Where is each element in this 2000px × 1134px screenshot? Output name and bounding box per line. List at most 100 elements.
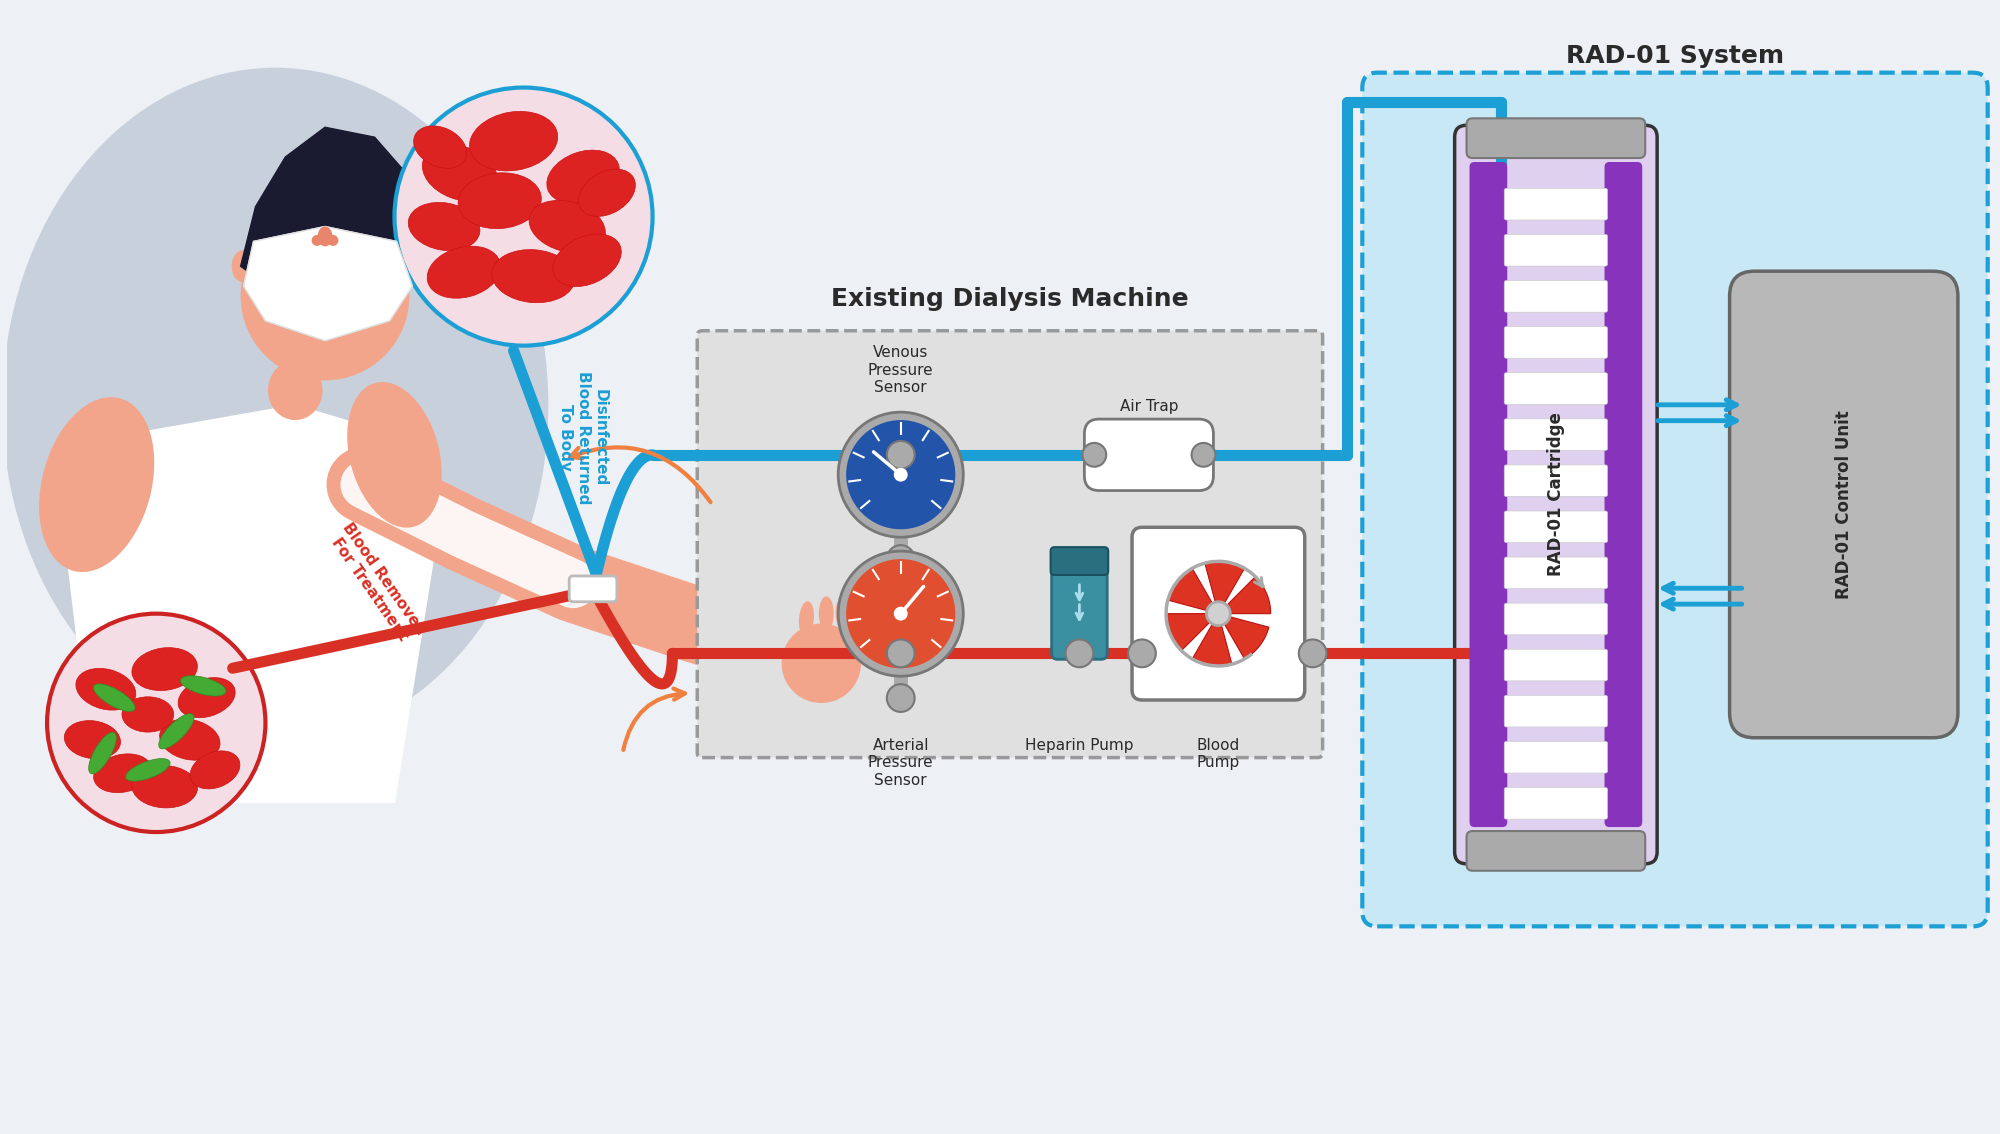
Ellipse shape <box>126 759 170 781</box>
Polygon shape <box>66 405 434 802</box>
Ellipse shape <box>458 172 542 229</box>
Ellipse shape <box>132 648 198 691</box>
FancyBboxPatch shape <box>1604 162 1642 827</box>
Text: Venous
Pressure
Sensor: Venous Pressure Sensor <box>868 346 934 396</box>
Polygon shape <box>1166 613 1218 651</box>
FancyBboxPatch shape <box>1466 831 1646 871</box>
Ellipse shape <box>158 713 194 748</box>
Ellipse shape <box>530 201 606 253</box>
Ellipse shape <box>798 601 814 636</box>
FancyBboxPatch shape <box>1132 527 1304 700</box>
FancyBboxPatch shape <box>1504 327 1608 358</box>
Circle shape <box>886 684 914 712</box>
Ellipse shape <box>40 397 154 572</box>
Circle shape <box>838 412 964 538</box>
Ellipse shape <box>160 719 220 760</box>
Ellipse shape <box>552 234 622 287</box>
Ellipse shape <box>2 68 548 743</box>
Circle shape <box>886 545 914 573</box>
Polygon shape <box>1168 568 1218 613</box>
Ellipse shape <box>470 111 558 171</box>
FancyBboxPatch shape <box>1084 420 1214 491</box>
Circle shape <box>240 212 410 380</box>
Circle shape <box>894 467 908 482</box>
FancyBboxPatch shape <box>1454 125 1658 864</box>
Polygon shape <box>1218 577 1270 613</box>
Circle shape <box>1128 640 1156 667</box>
Ellipse shape <box>492 249 576 303</box>
Circle shape <box>838 551 964 676</box>
Polygon shape <box>1218 613 1268 659</box>
Circle shape <box>1206 602 1230 626</box>
Text: Existing Dialysis Machine: Existing Dialysis Machine <box>832 287 1188 311</box>
Circle shape <box>894 607 908 620</box>
Ellipse shape <box>578 169 636 217</box>
Text: Blood
Pump: Blood Pump <box>1196 738 1240 770</box>
FancyBboxPatch shape <box>1052 562 1108 659</box>
FancyBboxPatch shape <box>1504 188 1608 220</box>
Circle shape <box>312 235 322 246</box>
FancyBboxPatch shape <box>570 576 616 602</box>
Ellipse shape <box>270 281 380 331</box>
FancyBboxPatch shape <box>698 331 1322 758</box>
Polygon shape <box>1192 613 1232 666</box>
FancyBboxPatch shape <box>1730 271 1958 738</box>
Circle shape <box>846 559 956 668</box>
FancyBboxPatch shape <box>1362 73 1988 926</box>
FancyBboxPatch shape <box>1504 603 1608 635</box>
Ellipse shape <box>132 765 198 807</box>
Ellipse shape <box>94 754 152 793</box>
FancyBboxPatch shape <box>1504 418 1608 450</box>
Circle shape <box>782 624 862 703</box>
Text: Blood Removed
For Treatment: Blood Removed For Treatment <box>324 521 428 648</box>
Ellipse shape <box>178 678 236 718</box>
Circle shape <box>846 420 956 530</box>
Circle shape <box>1192 443 1216 467</box>
FancyBboxPatch shape <box>1504 280 1608 312</box>
Circle shape <box>328 235 338 246</box>
Ellipse shape <box>232 251 254 282</box>
Ellipse shape <box>414 126 466 168</box>
Ellipse shape <box>428 246 500 298</box>
Ellipse shape <box>408 203 480 251</box>
Ellipse shape <box>180 676 226 696</box>
Ellipse shape <box>852 604 866 638</box>
FancyBboxPatch shape <box>1504 695 1608 727</box>
FancyBboxPatch shape <box>1504 787 1608 819</box>
Circle shape <box>886 640 914 667</box>
FancyBboxPatch shape <box>1504 650 1608 680</box>
Ellipse shape <box>268 361 322 420</box>
Polygon shape <box>244 227 412 340</box>
Ellipse shape <box>64 720 120 759</box>
FancyBboxPatch shape <box>1470 162 1508 827</box>
FancyBboxPatch shape <box>1504 557 1608 589</box>
FancyBboxPatch shape <box>1504 373 1608 405</box>
Polygon shape <box>1204 561 1244 613</box>
Ellipse shape <box>422 145 498 201</box>
Ellipse shape <box>88 733 116 773</box>
FancyBboxPatch shape <box>1466 118 1646 158</box>
Polygon shape <box>240 127 412 306</box>
Circle shape <box>886 441 914 468</box>
Polygon shape <box>244 227 412 340</box>
Ellipse shape <box>818 596 834 631</box>
Ellipse shape <box>94 684 136 711</box>
Circle shape <box>48 613 266 832</box>
FancyBboxPatch shape <box>1504 511 1608 542</box>
Ellipse shape <box>836 599 850 633</box>
Ellipse shape <box>546 150 620 204</box>
FancyBboxPatch shape <box>1504 465 1608 497</box>
Text: Arterial
Pressure
Sensor: Arterial Pressure Sensor <box>868 738 934 787</box>
Text: RAD-01 Cartridge: RAD-01 Cartridge <box>1546 413 1564 576</box>
Circle shape <box>1066 640 1094 667</box>
Ellipse shape <box>122 696 174 733</box>
Text: RAD-01 Control Unit: RAD-01 Control Unit <box>1834 411 1852 599</box>
FancyBboxPatch shape <box>1504 235 1608 266</box>
Text: RAD-01 System: RAD-01 System <box>1566 44 1784 68</box>
Ellipse shape <box>348 382 442 527</box>
Text: Disinfected
Blood Returned
To Body: Disinfected Blood Returned To Body <box>558 371 608 505</box>
Circle shape <box>1298 640 1326 667</box>
FancyBboxPatch shape <box>1050 547 1108 575</box>
Ellipse shape <box>318 227 332 246</box>
FancyBboxPatch shape <box>1504 742 1608 773</box>
